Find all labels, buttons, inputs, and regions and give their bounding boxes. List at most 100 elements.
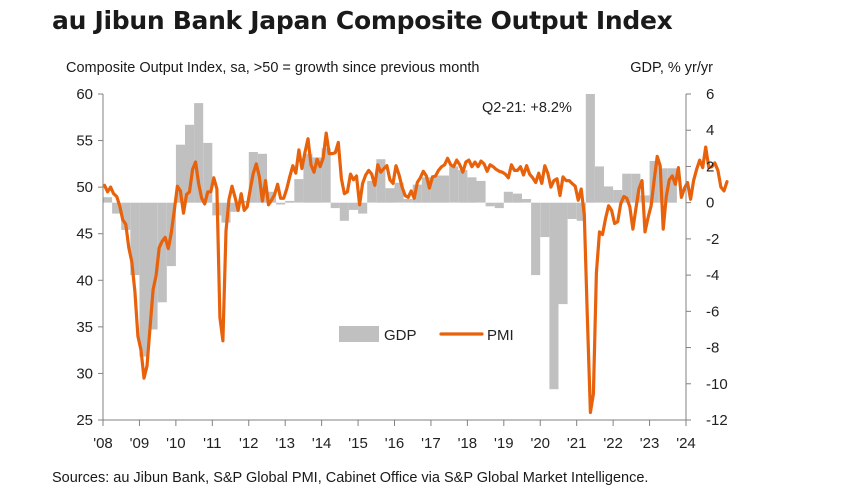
left-axis-label: 50 <box>76 179 93 196</box>
gdp-bar <box>358 202 368 214</box>
gdp-bar <box>230 202 240 212</box>
x-axis-label: '24 <box>676 435 696 452</box>
x-axis-label: '16 <box>385 435 405 452</box>
left-axis-label: 45 <box>76 226 93 243</box>
x-axis-label: '17 <box>421 435 441 452</box>
gdp-bar <box>540 202 550 238</box>
right-axis-label: -10 <box>706 376 728 393</box>
x-axis-label: '15 <box>348 435 368 452</box>
chart-title: au Jibun Bank Japan Composite Output Ind… <box>52 6 673 35</box>
gdp-bar <box>349 202 359 210</box>
gdp-bar <box>175 144 185 203</box>
gdp-bar <box>321 148 331 203</box>
gdp-bar <box>631 173 641 203</box>
x-axis-label: '22 <box>603 435 623 452</box>
gdp-bar <box>412 184 422 203</box>
left-axis-label: 25 <box>76 412 93 429</box>
x-axis-label: '20 <box>530 435 550 452</box>
legend-gdp-swatch <box>339 326 379 342</box>
pmi-series <box>102 131 729 415</box>
right-axis-label: 6 <box>706 86 714 103</box>
x-axis-label: '09 <box>130 435 150 452</box>
gdp-bar <box>376 159 386 203</box>
gdp-bar <box>148 202 158 330</box>
gdp-bar <box>185 124 195 203</box>
gdp-bar <box>567 202 577 219</box>
gdp-bar <box>494 202 504 209</box>
gdp-bar <box>194 103 204 203</box>
gdp-bar <box>139 202 149 357</box>
gdp-bar <box>485 202 495 207</box>
gdp-bar <box>103 197 113 203</box>
gdp-bar <box>503 191 513 203</box>
gdp-bar <box>440 175 450 203</box>
gdp-bar <box>549 202 559 390</box>
legend-pmi-label: PMI <box>487 327 514 344</box>
left-axis-label: 35 <box>76 319 93 336</box>
source-note: Sources: au Jibun Bank, S&P Global PMI, … <box>52 470 649 486</box>
x-axis-label: '18 <box>458 435 478 452</box>
right-axis-label: -8 <box>706 340 719 357</box>
gdp-bar <box>394 182 404 203</box>
gdp-bar <box>203 142 213 203</box>
left-axis-label: 30 <box>76 365 93 382</box>
gdp-bar <box>285 200 295 203</box>
x-axis-label: '10 <box>166 435 186 452</box>
gdp-bar <box>613 190 623 203</box>
gdp-bar <box>367 180 377 203</box>
gdp-bar <box>221 202 231 223</box>
gdp-bar <box>257 153 267 203</box>
gdp-bar <box>667 168 677 203</box>
right-axis-label: -4 <box>706 267 719 284</box>
x-axis-label: '23 <box>640 435 660 452</box>
right-axis-label: 2 <box>706 158 714 175</box>
x-axis-label: '08 <box>93 435 113 452</box>
right-axis-label: -12 <box>706 412 728 429</box>
left-axis-subtitle: Composite Output Index, sa, >50 = growth… <box>66 60 480 76</box>
x-axis-label: '14 <box>312 435 332 452</box>
gdp-bar <box>312 157 322 203</box>
chart-axes: 60 55 50 45 40 35 30 25 6 4 2 0 -2 -4 -6 -8 -10 -12 '08 '09… <box>76 86 727 452</box>
gdp-bar <box>385 188 395 203</box>
gdp-bar <box>522 199 532 203</box>
gdp-bar <box>658 168 668 203</box>
right-axis-label: -6 <box>706 303 719 320</box>
gdp-bar <box>121 202 131 230</box>
gdp-bars <box>103 94 677 390</box>
x-axis-label: '11 <box>203 435 221 452</box>
gdp-bar <box>458 170 468 203</box>
legend-gdp-label: GDP <box>384 327 417 344</box>
x-axis-label: '13 <box>275 435 295 452</box>
x-axis-label: '21 <box>567 435 587 452</box>
right-axis-subtitle: GDP, % yr/yr <box>630 60 713 76</box>
gdp-bar <box>594 166 604 203</box>
gdp-bar <box>112 202 122 214</box>
gdp-bar <box>430 175 440 203</box>
left-axis-label: 40 <box>76 272 93 289</box>
gdp-bar <box>303 153 313 203</box>
x-axis-label: '12 <box>239 435 259 452</box>
gdp-bar <box>449 166 459 203</box>
gdp-bar <box>421 177 431 203</box>
gdp-annotation: Q2-21: +8.2% <box>482 100 572 116</box>
gdp-bar <box>558 202 568 305</box>
gdp-bar <box>512 193 522 203</box>
right-axis-label: 0 <box>706 195 714 212</box>
gdp-bar <box>531 202 541 276</box>
gdp-bar <box>276 202 286 205</box>
x-axis-label: '19 <box>494 435 514 452</box>
gdp-bar <box>330 202 340 209</box>
gdp-bar <box>476 180 486 203</box>
gdp-bar <box>403 199 413 203</box>
left-axis-label: 60 <box>76 86 93 103</box>
gdp-bar <box>339 202 349 221</box>
gdp-bar <box>157 202 167 303</box>
gdp-bar <box>130 202 140 276</box>
gdp-bar <box>585 94 595 203</box>
gdp-bar <box>604 186 614 203</box>
chart-legend: GDP PMI <box>339 326 514 344</box>
right-axis-label: 4 <box>706 122 714 139</box>
gdp-bar <box>622 173 632 203</box>
left-axis-label: 55 <box>76 133 93 150</box>
